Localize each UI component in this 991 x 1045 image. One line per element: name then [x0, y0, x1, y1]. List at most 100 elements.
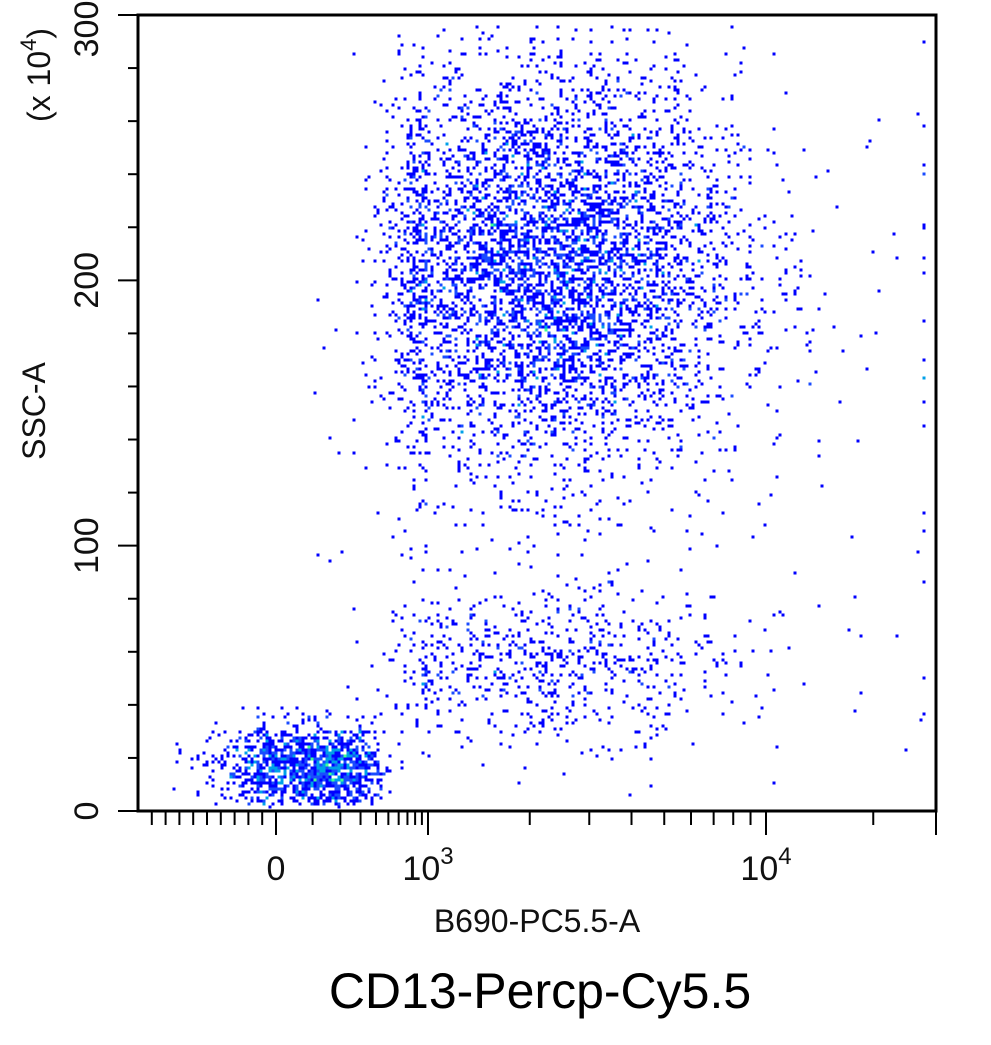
- data-point: [760, 331, 764, 335]
- data-point: [499, 172, 503, 176]
- data-point: [517, 271, 521, 275]
- data-point: [442, 340, 446, 344]
- data-point: [412, 292, 416, 296]
- data-point: [448, 193, 452, 197]
- data-point: [637, 463, 641, 467]
- data-point: [370, 778, 374, 782]
- data-point: [406, 370, 410, 374]
- data-point: [583, 220, 587, 224]
- data-point: [667, 322, 671, 326]
- data-point: [415, 238, 419, 242]
- data-point: [679, 376, 683, 380]
- data-point: [529, 220, 533, 224]
- data-point: [616, 247, 620, 251]
- data-point: [442, 643, 446, 647]
- data-point: [517, 310, 521, 314]
- data-point: [568, 223, 572, 227]
- data-point: [565, 409, 569, 413]
- data-point: [538, 292, 542, 296]
- data-point: [466, 106, 470, 110]
- data-point: [553, 391, 557, 395]
- data-point: [553, 295, 557, 299]
- data-point: [673, 397, 677, 401]
- data-point: [586, 112, 590, 116]
- data-point: [490, 109, 494, 113]
- data-point: [496, 328, 500, 332]
- data-point: [688, 292, 692, 296]
- data-point: [553, 418, 557, 422]
- data-point: [622, 253, 626, 257]
- data-point: [442, 379, 446, 383]
- data-point: [556, 253, 560, 257]
- data-point: [562, 247, 566, 251]
- data-point: [562, 319, 566, 323]
- data-point: [622, 148, 626, 152]
- data-point: [652, 346, 656, 350]
- data-point: [409, 337, 413, 341]
- data-point: [529, 337, 533, 341]
- data-point: [424, 673, 428, 677]
- data-point: [490, 259, 494, 263]
- data-point: [592, 238, 596, 242]
- data-point: [724, 316, 728, 320]
- data-point: [607, 706, 611, 710]
- data-point: [409, 637, 413, 641]
- data-point: [598, 259, 602, 263]
- data-point: [643, 448, 647, 452]
- data-point: [466, 169, 470, 173]
- data-point: [427, 151, 431, 155]
- data-point: [493, 376, 497, 380]
- data-point: [556, 262, 560, 266]
- data-point: [493, 313, 497, 317]
- data-point: [574, 217, 578, 221]
- data-point: [430, 274, 434, 278]
- data-point: [400, 397, 404, 401]
- data-point: [586, 403, 590, 407]
- data-point: [484, 148, 488, 152]
- data-point: [229, 772, 233, 776]
- data-point: [640, 214, 644, 218]
- data-point: [541, 220, 545, 224]
- data-point: [619, 304, 623, 308]
- data-point: [610, 241, 614, 245]
- data-point: [481, 214, 485, 218]
- data-point: [643, 241, 647, 245]
- data-point: [547, 334, 551, 338]
- data-point: [292, 754, 296, 758]
- data-point: [577, 412, 581, 416]
- data-point: [763, 310, 767, 314]
- data-point: [421, 136, 425, 140]
- data-point: [583, 460, 587, 464]
- data-point: [448, 349, 452, 353]
- data-point: [496, 643, 500, 647]
- data-point: [703, 244, 707, 248]
- data-point: [436, 646, 440, 650]
- data-point: [643, 127, 647, 131]
- data-point: [424, 322, 428, 326]
- data-point: [610, 376, 614, 380]
- data-point: [424, 235, 428, 239]
- data-point: [481, 142, 485, 146]
- data-point: [439, 331, 443, 335]
- data-point: [532, 130, 536, 134]
- data-point: [604, 199, 608, 203]
- data-point: [589, 28, 593, 32]
- data-point: [550, 259, 554, 263]
- data-point: [580, 166, 584, 170]
- data-point: [580, 310, 584, 314]
- data-point: [451, 262, 455, 266]
- data-point: [469, 379, 473, 383]
- data-point: [424, 667, 428, 671]
- data-point: [631, 205, 635, 209]
- data-point: [667, 229, 671, 233]
- data-point: [598, 58, 602, 62]
- data-point: [559, 133, 563, 137]
- data-point: [637, 247, 641, 251]
- data-point: [556, 199, 560, 203]
- data-point: [685, 292, 689, 296]
- data-point: [406, 163, 410, 167]
- data-point: [703, 400, 707, 404]
- data-point: [382, 259, 386, 263]
- data-point: [523, 118, 527, 122]
- data-point: [580, 169, 584, 173]
